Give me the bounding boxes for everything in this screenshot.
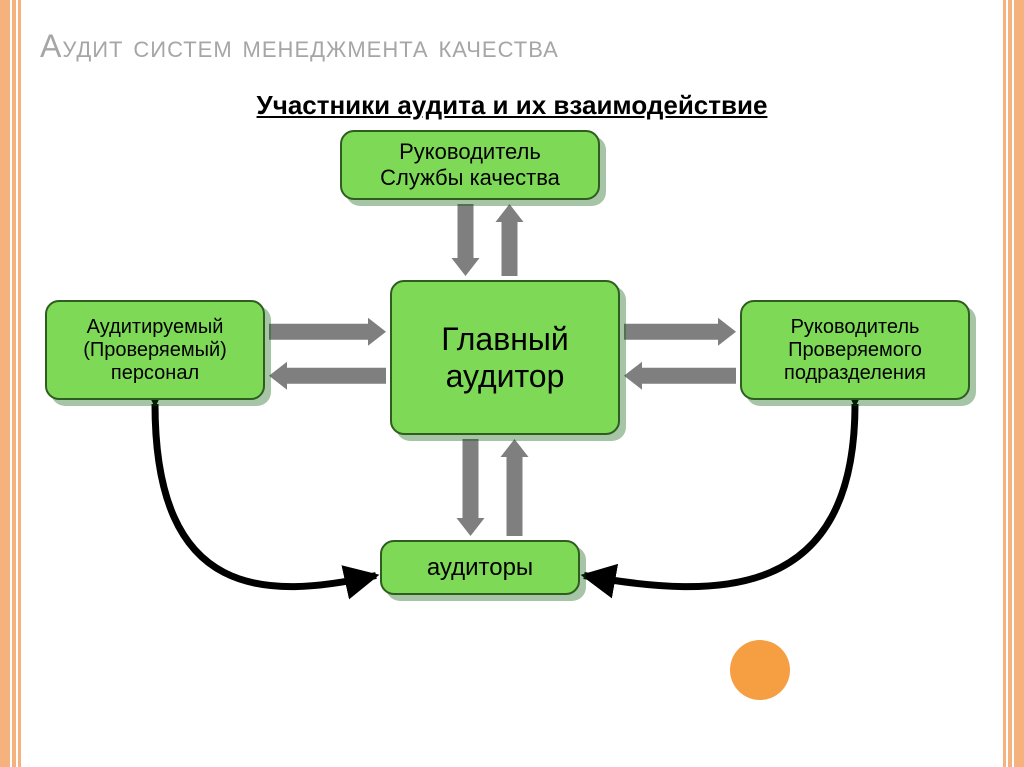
node-chief-auditor: Главный аудитор [390,280,620,435]
node-label: Главный аудитор [441,321,569,395]
node-label: Руководитель Проверяемого подразделения [784,316,926,385]
node-unit-head: Руководитель Проверяемого подразделения [740,300,970,400]
node-label: аудиторы [427,554,533,582]
node-label: Аудитируемый (Проверяемый) персонал [83,316,227,385]
decorative-circle [730,640,790,700]
slide-subtitle: Участники аудита и их взаимодействие [0,90,1024,121]
node-auditors: аудиторы [380,540,580,595]
node-quality-head: Руководитель Службы качества [340,130,600,200]
node-label: Руководитель Службы качества [380,139,560,191]
node-audited-staff: Аудитируемый (Проверяемый) персонал [45,300,265,400]
slide-title: Аудит систем менеджмента качества [40,28,559,65]
